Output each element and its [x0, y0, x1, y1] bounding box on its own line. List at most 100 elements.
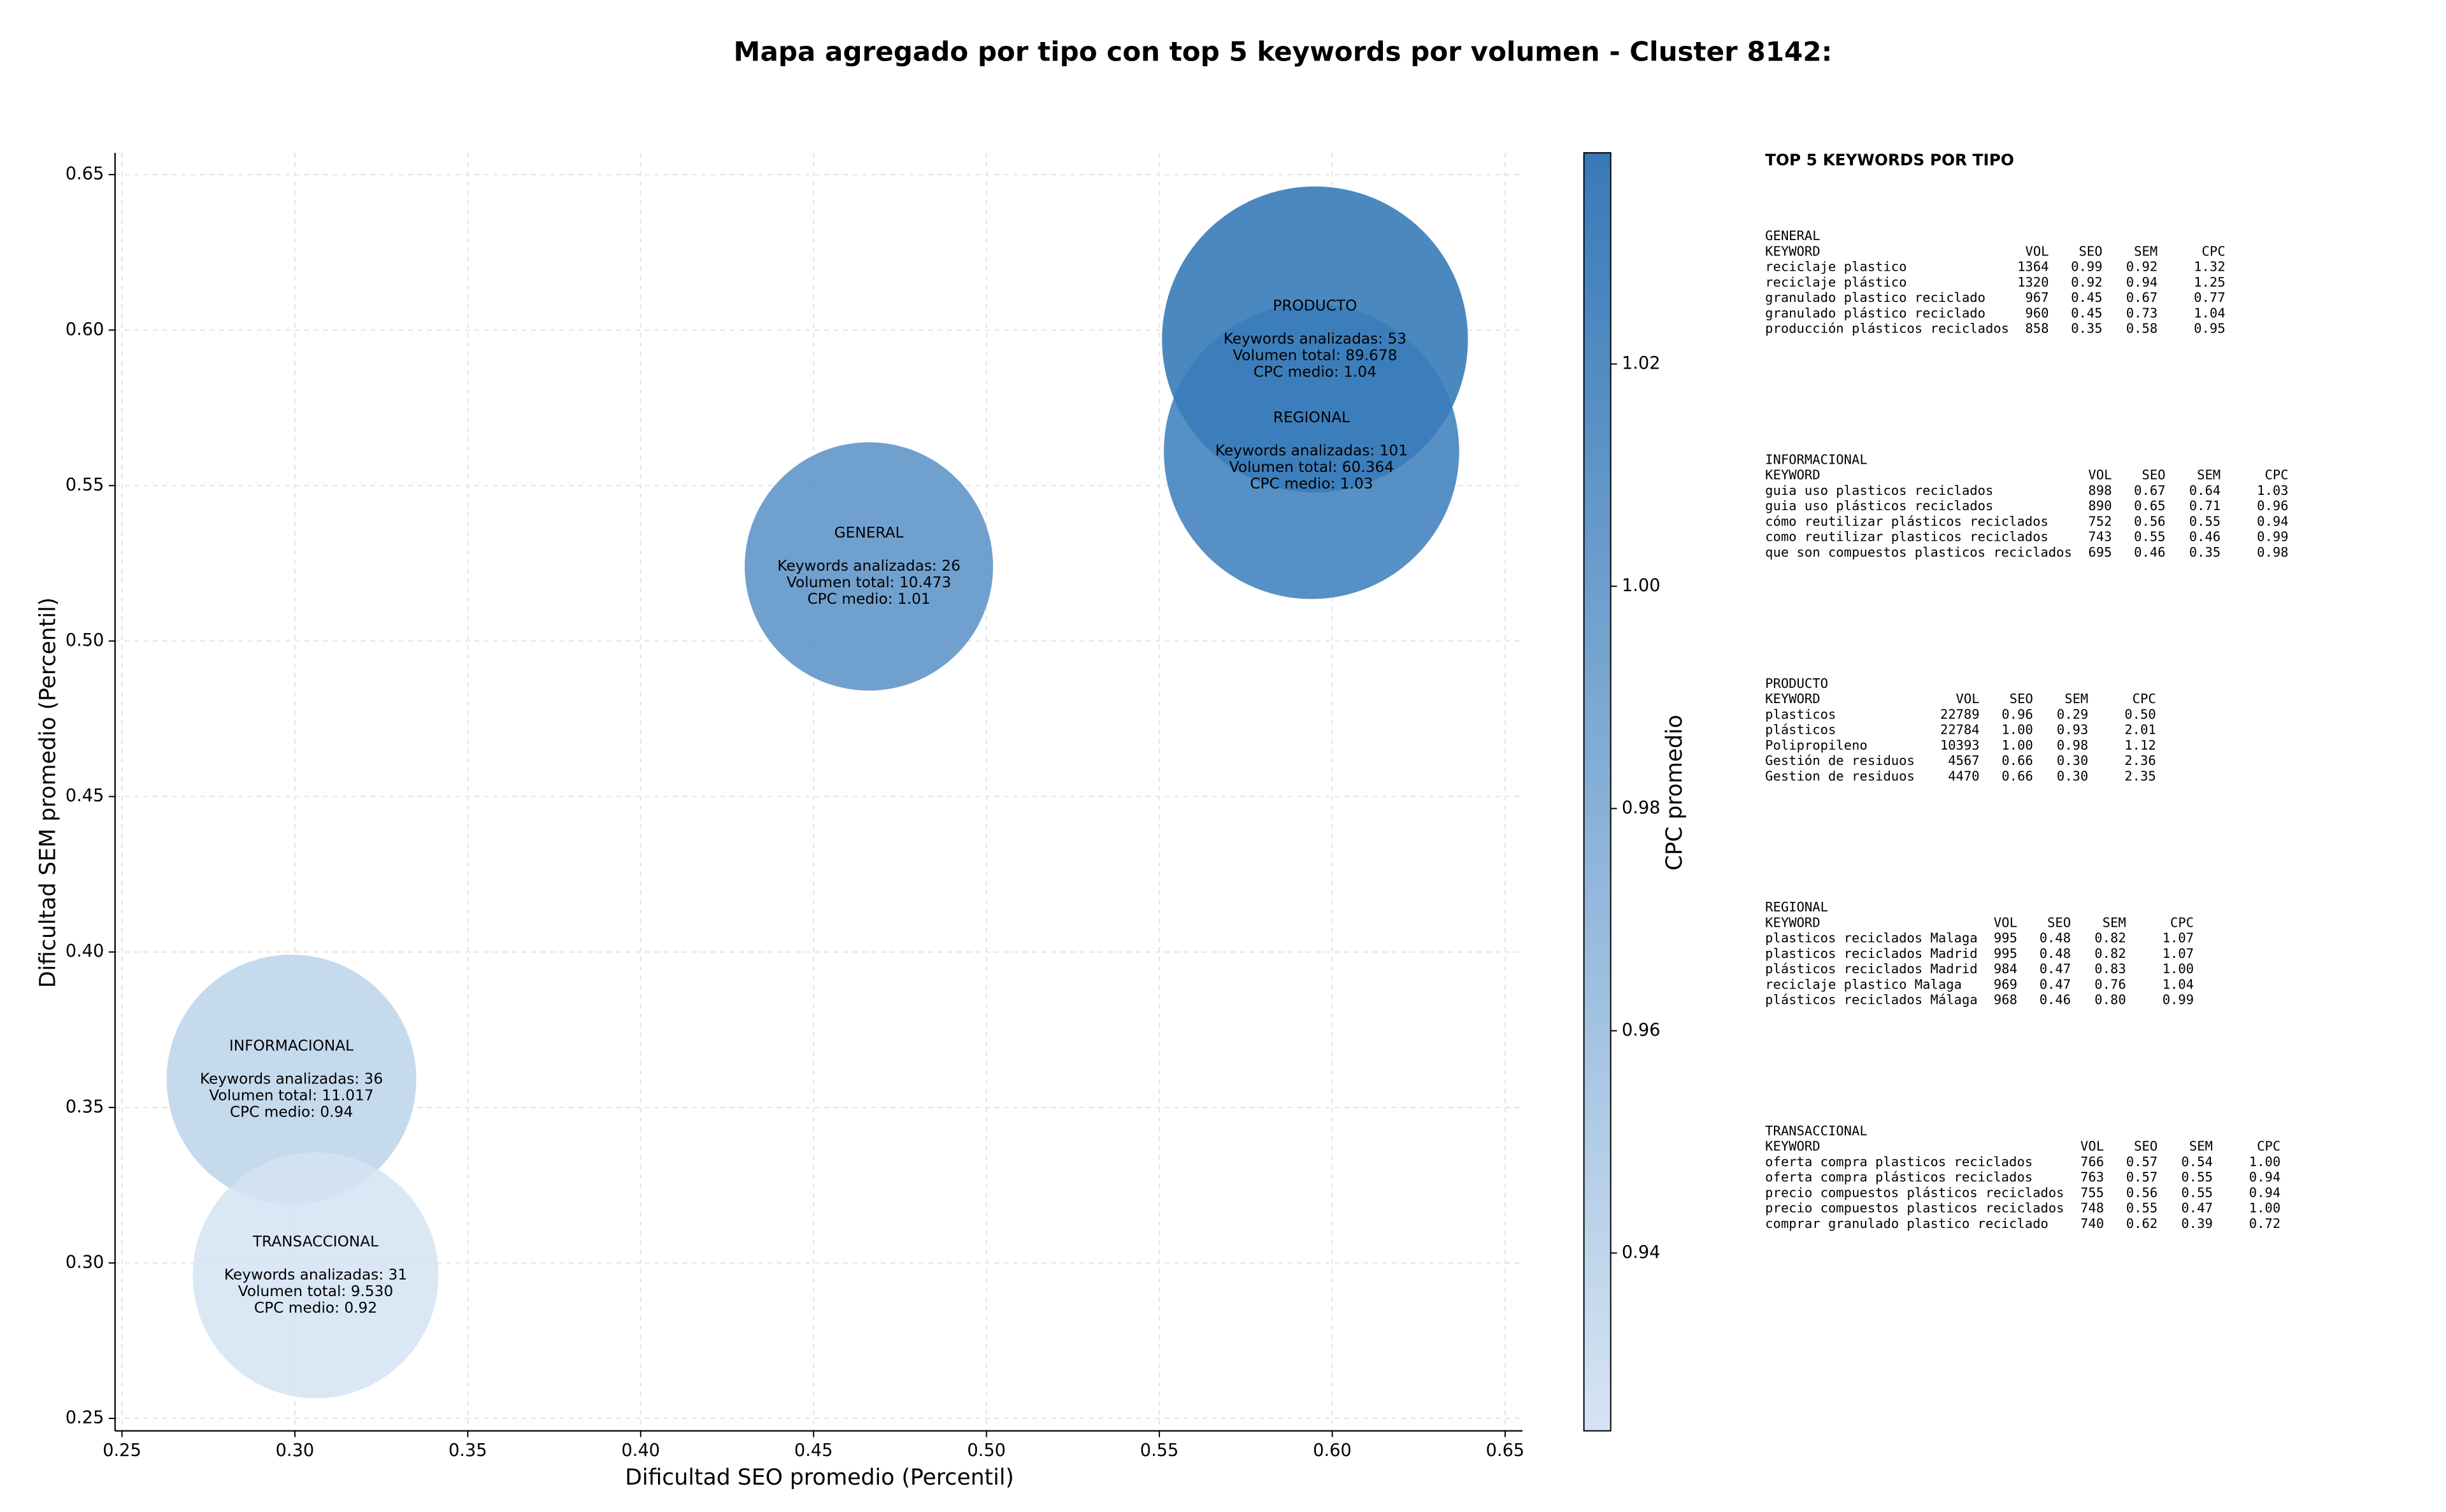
value-cell: 2.35 [2124, 768, 2156, 783]
column-header: VOL [2080, 1139, 2104, 1154]
bubble [192, 1152, 439, 1399]
value-cell: 0.48 [2040, 931, 2071, 946]
value-cell: 0.92 [2126, 259, 2157, 275]
value-cell: 1.07 [2163, 946, 2194, 961]
bubble [1164, 303, 1459, 599]
x-axis-label: Dificultad SEO promedio (Percentil) [625, 1465, 1014, 1490]
keyword-cell: plasticos reciclados Madrid [1765, 946, 1978, 961]
value-cell: 0.56 [2126, 1185, 2157, 1200]
value-cell: 755 [2080, 1185, 2104, 1200]
value-cell: 0.57 [2126, 1169, 2157, 1185]
value-cell: 1.07 [2163, 931, 2194, 946]
value-cell: 898 [2088, 483, 2112, 498]
value-cell: 984 [1994, 961, 2017, 976]
value-cell: 0.55 [2189, 513, 2221, 529]
column-header: CPC [2170, 915, 2194, 930]
value-cell: 0.98 [2257, 545, 2288, 560]
value-cell: 0.66 [2001, 768, 2033, 783]
chart-title: Mapa agregado por tipo con top 5 keyword… [734, 36, 1833, 68]
value-cell: 0.47 [2181, 1201, 2212, 1216]
group-title: GENERAL [1765, 228, 1820, 243]
colorbar [1583, 152, 1612, 1432]
keyword-cell: Polipropileno [1765, 738, 1868, 753]
x-tick-label: 0.30 [276, 1441, 315, 1460]
column-header: SEM [2064, 691, 2088, 706]
value-cell: 1.25 [2194, 275, 2225, 290]
bubble-keywords: Keywords analizadas: 26 [777, 557, 960, 574]
column-header: VOL [1956, 691, 1980, 706]
value-cell: 740 [2080, 1216, 2104, 1231]
value-cell: 1.00 [2249, 1154, 2280, 1169]
value-cell: 0.35 [2071, 321, 2102, 336]
keyword-cell: precio compuestos plasticos reciclados [1765, 1201, 2064, 1216]
value-cell: 0.99 [2257, 529, 2288, 545]
colorbar-tick-label: 1.02 [1622, 353, 1661, 373]
bubble-keywords: Keywords analizadas: 31 [224, 1266, 407, 1283]
bubble-cpc: CPC medio: 1.04 [1254, 363, 1377, 380]
column-header: CPC [2265, 467, 2289, 483]
bubble-cpc: CPC medio: 1.03 [1250, 475, 1373, 492]
value-cell: 0.30 [2057, 768, 2088, 783]
value-cell: 1.12 [2124, 738, 2156, 753]
value-cell: 2.36 [2124, 753, 2156, 768]
value-cell: 969 [1994, 976, 2017, 992]
bubble-keywords: Keywords analizadas: 36 [200, 1070, 383, 1087]
value-cell: 0.76 [2094, 976, 2126, 992]
bubble [166, 954, 417, 1204]
value-cell: 695 [2088, 545, 2112, 560]
value-cell: 0.96 [2257, 498, 2288, 513]
value-cell: 0.64 [2189, 483, 2221, 498]
value-cell: 0.73 [2126, 305, 2157, 320]
panel-title: TOP 5 KEYWORDS POR TIPO [1765, 150, 2014, 169]
value-cell: 0.65 [2134, 498, 2165, 513]
keyword-cell: plásticos reciclados Madrid [1765, 961, 1978, 976]
bubble-keywords: Keywords analizadas: 53 [1224, 330, 1406, 347]
value-cell: 1.00 [2249, 1201, 2280, 1216]
value-cell: 0.71 [2189, 498, 2221, 513]
value-cell: 0.80 [2094, 992, 2126, 1008]
value-cell: 0.72 [2249, 1216, 2280, 1231]
value-cell: 0.39 [2181, 1216, 2212, 1231]
value-cell: 0.94 [2249, 1169, 2280, 1185]
keyword-cell: cómo reutilizar plásticos reciclados [1765, 513, 2049, 529]
value-cell: 890 [2088, 498, 2112, 513]
column-header: SEO [2142, 467, 2166, 483]
bubble-label: PRODUCTO [1273, 297, 1357, 314]
keyword-cell: plasticos reciclados Malaga [1765, 931, 1978, 946]
y-tick-label: 0.55 [66, 475, 104, 495]
value-cell: 0.35 [2189, 545, 2221, 560]
column-header: VOL [2025, 243, 2049, 259]
bubble-label: INFORMACIONAL [229, 1037, 354, 1054]
y-tick-label: 0.65 [66, 164, 104, 184]
x-tick-label: 0.65 [1486, 1441, 1525, 1460]
value-cell: 2.01 [2124, 722, 2156, 738]
value-cell: 0.47 [2040, 961, 2071, 976]
keyword-cell: Gestion de residuos [1765, 768, 1915, 783]
value-cell: 0.54 [2181, 1154, 2212, 1169]
keyword-cell: reciclaje plastico [1765, 259, 1906, 275]
x-tick-label: 0.50 [967, 1441, 1006, 1460]
value-cell: 763 [2080, 1169, 2104, 1185]
value-cell: 0.50 [2124, 706, 2156, 722]
value-cell: 995 [1994, 931, 2017, 946]
column-header: KEYWORD [1765, 243, 1820, 259]
value-cell: 0.82 [2094, 946, 2126, 961]
bubble-label: TRANSACCIONAL [252, 1233, 378, 1250]
column-header: KEYWORD [1765, 1139, 1820, 1154]
value-cell: 1.03 [2257, 483, 2288, 498]
column-header: SEM [2134, 243, 2157, 259]
x-tick-label: 0.45 [794, 1441, 833, 1460]
value-cell: 0.30 [2057, 753, 2088, 768]
column-header: KEYWORD [1765, 467, 1820, 483]
x-tick-label: 0.25 [103, 1441, 141, 1460]
column-header: CPC [2133, 691, 2156, 706]
colorbar-tick-label: 0.94 [1622, 1243, 1661, 1262]
value-cell: 0.93 [2057, 722, 2088, 738]
column-header: SEO [2047, 915, 2071, 930]
y-tick-label: 0.35 [66, 1097, 104, 1116]
value-cell: 0.83 [2094, 961, 2126, 976]
column-header: KEYWORD [1765, 691, 1820, 706]
keyword-cell: producción plásticos reciclados [1765, 321, 2009, 336]
value-cell: 0.46 [2134, 545, 2165, 560]
